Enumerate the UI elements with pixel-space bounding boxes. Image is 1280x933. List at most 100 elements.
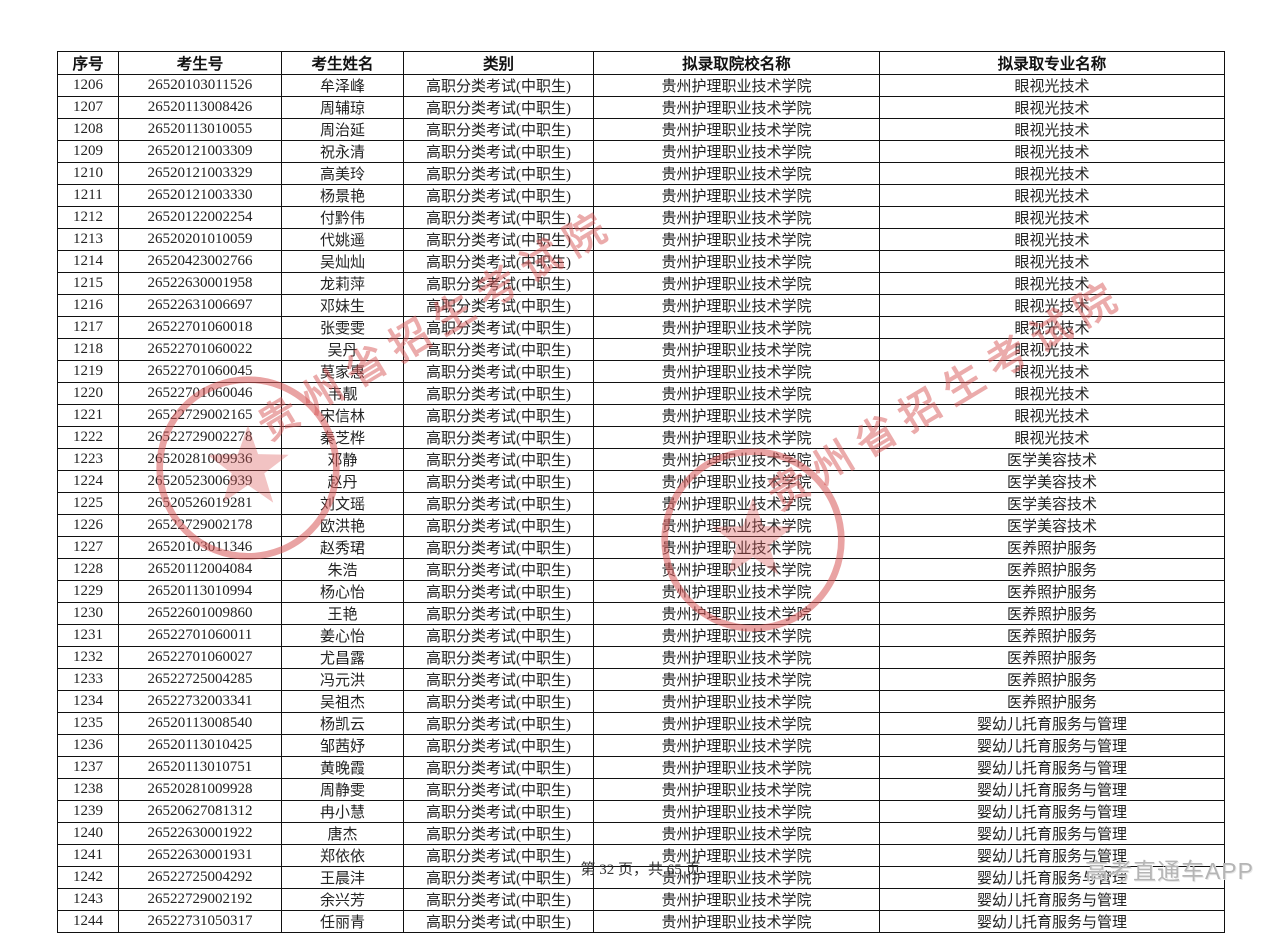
cell-college: 贵州护理职业技术学院 (593, 888, 880, 911)
cell-name: 冉小慧 (281, 800, 404, 823)
cell-no: 1231 (57, 624, 119, 647)
cell-no: 1221 (57, 404, 119, 427)
table-row: 1232 26522701060027 尤昌露 高职分类考试(中职生) 贵州护理职业技术… (57, 646, 1225, 669)
cell-college: 贵州护理职业技术学院 (593, 404, 880, 427)
cell-college: 贵州护理职业技术学院 (593, 844, 880, 867)
table-row: 1206 26520103011526 牟泽峰 高职分类考试(中职生) 贵州护理职业技术… (57, 74, 1225, 97)
cell-category: 高职分类考试(中职生) (403, 602, 594, 625)
cell-no: 1215 (57, 272, 119, 295)
cell-id: 26520113010994 (118, 580, 282, 603)
cell-no: 1230 (57, 602, 119, 625)
cell-category: 高职分类考试(中职生) (403, 74, 594, 97)
cell-college: 贵州护理职业技术学院 (593, 250, 880, 273)
cell-id: 26522732003341 (118, 690, 282, 713)
cell-college: 贵州护理职业技术学院 (593, 206, 880, 229)
cell-no: 1239 (57, 800, 119, 823)
cell-category: 高职分类考试(中职生) (403, 910, 594, 933)
cell-id: 26520281009936 (118, 448, 282, 471)
cell-college: 贵州护理职业技术学院 (593, 272, 880, 295)
cell-name: 张雯雯 (281, 316, 404, 339)
table-row: 1241 26522630001931 郑依依 高职分类考试(中职生) 贵州护理职业技术… (57, 844, 1225, 867)
cell-name: 赵秀珺 (281, 536, 404, 559)
table-row: 1244 26522731050317 任丽青 高职分类考试(中职生) 贵州护理职业技术… (57, 910, 1225, 933)
cell-category: 高职分类考试(中职生) (403, 690, 594, 713)
cell-name: 尤昌露 (281, 646, 404, 669)
cell-no: 1209 (57, 140, 119, 163)
cell-name: 黄晚霞 (281, 756, 404, 779)
cell-no: 1225 (57, 492, 119, 515)
cell-category: 高职分类考试(中职生) (403, 888, 594, 911)
cell-major: 眼视光技术 (879, 316, 1225, 339)
column-header: 拟录取院校名称 (593, 51, 880, 75)
cell-major: 眼视光技术 (879, 360, 1225, 383)
table-row: 1224 26520523006939 赵丹 高职分类考试(中职生) 贵州护理职业技术学… (57, 470, 1225, 493)
cell-name: 赵丹 (281, 470, 404, 493)
cell-id: 26522729002178 (118, 514, 282, 537)
cell-category: 高职分类考试(中职生) (403, 492, 594, 515)
cell-no: 1217 (57, 316, 119, 339)
cell-college: 贵州护理职业技术学院 (593, 382, 880, 405)
cell-college: 贵州护理职业技术学院 (593, 74, 880, 97)
cell-name: 邓静 (281, 448, 404, 471)
cell-major: 医养照护服务 (879, 558, 1225, 581)
cell-category: 高职分类考试(中职生) (403, 118, 594, 141)
cell-college: 贵州护理职业技术学院 (593, 360, 880, 383)
cell-major: 眼视光技术 (879, 250, 1225, 273)
cell-category: 高职分类考试(中职生) (403, 316, 594, 339)
cell-no: 1206 (57, 74, 119, 97)
cell-id: 26520113008540 (118, 712, 282, 735)
cell-no: 1219 (57, 360, 119, 383)
table-row: 1214 26520423002766 吴灿灿 高职分类考试(中职生) 贵州护理职业技术… (57, 250, 1225, 273)
cell-name: 邓妹生 (281, 294, 404, 317)
cell-college: 贵州护理职业技术学院 (593, 294, 880, 317)
table-row: 1233 26522725004285 冯元洪 高职分类考试(中职生) 贵州护理职业技术… (57, 668, 1225, 691)
cell-college: 贵州护理职业技术学院 (593, 668, 880, 691)
cell-major: 眼视光技术 (879, 206, 1225, 229)
table-row: 1213 26520201010059 代姚遥 高职分类考试(中职生) 贵州护理职业技术… (57, 228, 1225, 251)
cell-name: 欧洪艳 (281, 514, 404, 537)
cell-name: 祝永清 (281, 140, 404, 163)
cell-id: 26520121003330 (118, 184, 282, 207)
cell-major: 眼视光技术 (879, 140, 1225, 163)
cell-category: 高职分类考试(中职生) (403, 470, 594, 493)
cell-id: 26522701060046 (118, 382, 282, 405)
cell-no: 1244 (57, 910, 119, 933)
cell-major: 眼视光技术 (879, 162, 1225, 185)
cell-college: 贵州护理职业技术学院 (593, 118, 880, 141)
cell-no: 1240 (57, 822, 119, 845)
cell-college: 贵州护理职业技术学院 (593, 646, 880, 669)
cell-no: 1211 (57, 184, 119, 207)
cell-name: 冯元洪 (281, 668, 404, 691)
cell-college: 贵州护理职业技术学院 (593, 624, 880, 647)
cell-category: 高职分类考试(中职生) (403, 96, 594, 119)
cell-major: 医养照护服务 (879, 536, 1225, 559)
cell-college: 贵州护理职业技术学院 (593, 580, 880, 603)
cell-name: 唐杰 (281, 822, 404, 845)
table-row: 1230 26522601009860 王艳 高职分类考试(中职生) 贵州护理职业技术学… (57, 602, 1225, 625)
cell-name: 秦芝桦 (281, 426, 404, 449)
cell-college: 贵州护理职业技术学院 (593, 910, 880, 933)
table-row: 1207 26520113008426 周辅琼 高职分类考试(中职生) 贵州护理职业技术… (57, 96, 1225, 119)
table-row: 1218 26522701060022 吴丹 高职分类考试(中职生) 贵州护理职业技术学… (57, 338, 1225, 361)
cell-major: 医养照护服务 (879, 580, 1225, 603)
cell-name: 莫家惠 (281, 360, 404, 383)
cell-college: 贵州护理职业技术学院 (593, 338, 880, 361)
cell-category: 高职分类考试(中职生) (403, 756, 594, 779)
cell-major: 眼视光技术 (879, 404, 1225, 427)
cell-id: 26520103011526 (118, 74, 282, 97)
cell-major: 眼视光技术 (879, 228, 1225, 251)
cell-category: 高职分类考试(中职生) (403, 778, 594, 801)
table-row: 1217 26522701060018 张雯雯 高职分类考试(中职生) 贵州护理职业技术… (57, 316, 1225, 339)
cell-name: 吴祖杰 (281, 690, 404, 713)
cell-no: 1243 (57, 888, 119, 911)
cell-category: 高职分类考试(中职生) (403, 514, 594, 537)
cell-name: 龙莉萍 (281, 272, 404, 295)
table-row: 1242 26522725004292 王晨沣 高职分类考试(中职生) 贵州护理职业技术… (57, 866, 1225, 889)
table-row: 1212 26520122002254 付黔伟 高职分类考试(中职生) 贵州护理职业技术… (57, 206, 1225, 229)
cell-category: 高职分类考试(中职生) (403, 580, 594, 603)
cell-category: 高职分类考试(中职生) (403, 140, 594, 163)
table-row: 1235 26520113008540 杨凯云 高职分类考试(中职生) 贵州护理职业技术… (57, 712, 1225, 735)
cell-id: 26522630001958 (118, 272, 282, 295)
cell-id: 26522631006697 (118, 294, 282, 317)
cell-id: 26522731050317 (118, 910, 282, 933)
